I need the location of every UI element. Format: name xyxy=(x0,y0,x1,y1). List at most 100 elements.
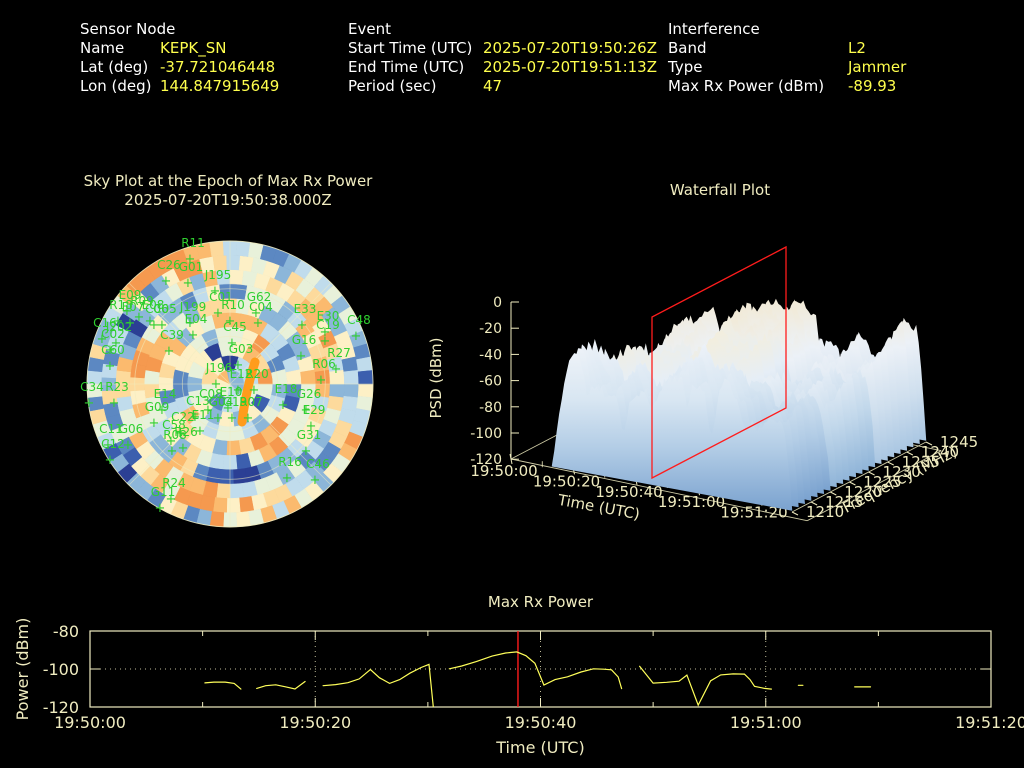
satellite-marker: E04+ xyxy=(185,312,208,343)
svg-text:-80: -80 xyxy=(53,622,79,641)
svg-text:Power (dBm): Power (dBm) xyxy=(13,618,32,721)
sky-plot: R11+C26+G01+J195+E09+R09+R18+E07+E08+C06… xyxy=(80,236,374,528)
satellite-marker: C04+ xyxy=(249,300,273,331)
svg-text:C22: C22 xyxy=(171,410,195,424)
satellite-marker: E14 + xyxy=(154,387,177,418)
svg-text:+: + xyxy=(253,316,264,331)
satellite-marker: C34 + xyxy=(80,380,104,411)
satellite-marker: R16 + xyxy=(278,455,302,486)
interference-type-label: Type xyxy=(668,58,703,76)
svg-text:+: + xyxy=(166,434,177,449)
svg-text:+: + xyxy=(125,316,136,331)
svg-text:+: + xyxy=(282,471,293,486)
svg-text:+: + xyxy=(195,424,206,439)
svg-text:G03: G03 xyxy=(229,342,254,356)
svg-text:-100: -100 xyxy=(43,660,79,679)
svg-text:+: + xyxy=(149,416,160,431)
satellite-marker: C39 + xyxy=(160,328,184,359)
power-trace xyxy=(204,651,872,707)
svg-text:+: + xyxy=(111,336,122,351)
svg-text:+: + xyxy=(122,304,133,319)
svg-text:+: + xyxy=(164,344,175,359)
satellite-marker: R10 + xyxy=(221,298,245,329)
svg-text:+: + xyxy=(123,438,134,453)
svg-text:19:51:00: 19:51:00 xyxy=(658,493,725,511)
svg-text:-120: -120 xyxy=(43,698,79,717)
svg-text:E14: E14 xyxy=(154,387,177,401)
svg-text:+: + xyxy=(211,377,222,392)
interference-title: Interference xyxy=(668,20,760,38)
svg-text:R23: R23 xyxy=(105,380,129,394)
svg-text:+: + xyxy=(190,410,201,425)
satellite-marker: R06 + xyxy=(312,357,336,388)
svg-text:+: + xyxy=(213,411,224,426)
satellite-marker: C46 + xyxy=(306,457,330,488)
sensor-lat-label: Lat (deg) xyxy=(80,58,149,76)
svg-text:1235: 1235 xyxy=(902,453,940,471)
svg-text:19:50:40: 19:50:40 xyxy=(595,483,662,501)
svg-text:E18: E18 xyxy=(275,382,298,396)
svg-text:J199: J199 xyxy=(179,300,206,314)
svg-text:+: + xyxy=(178,441,189,456)
satellite-marker: C26 + xyxy=(157,258,181,289)
satellite-marker: E08 + xyxy=(142,298,165,329)
svg-text:+: + xyxy=(301,444,312,459)
interference-type-value: Jammer xyxy=(848,58,907,76)
satellite-marker: E33 + xyxy=(294,302,317,333)
svg-text:E04: E04 xyxy=(185,312,208,326)
svg-text:+: + xyxy=(210,284,221,299)
sensor-node-panel: Sensor Node Name KEPK_SN Lat (deg) -37.721… xyxy=(80,20,279,96)
svg-text:E07: E07 xyxy=(122,300,145,314)
svg-text:+: + xyxy=(320,325,331,340)
svg-text:C11: C11 xyxy=(99,422,123,436)
svg-text:1230: 1230 xyxy=(883,463,921,481)
satellite-marker: C11 + xyxy=(99,422,123,453)
satellite-marker: J196 + xyxy=(205,361,232,392)
svg-text:+: + xyxy=(97,332,108,347)
satellite-marker: R09 + xyxy=(130,294,154,325)
svg-text:-100: -100 xyxy=(470,426,502,442)
svg-text:E29: E29 xyxy=(303,403,326,417)
svg-text:R10: R10 xyxy=(221,298,245,312)
satellite-marker: C58+ xyxy=(162,418,186,449)
satellite-marker: C08 + xyxy=(199,387,223,418)
svg-text:19:50:00: 19:50:00 xyxy=(470,462,537,480)
svg-text:E33: E33 xyxy=(294,302,317,316)
svg-text:1245: 1245 xyxy=(940,433,978,451)
svg-text:+: + xyxy=(183,276,194,291)
satellite-marker: R20 + xyxy=(245,367,269,398)
sensor-name-value: KEPK_SN xyxy=(160,39,227,57)
svg-text:-40: -40 xyxy=(479,347,502,363)
svg-text:+: + xyxy=(227,411,238,426)
svg-text:+: + xyxy=(109,396,120,411)
svg-text:+: + xyxy=(278,398,289,413)
svg-text:C01: C01 xyxy=(209,290,233,304)
svg-text:G26: G26 xyxy=(297,387,322,401)
svg-text:+: + xyxy=(316,373,327,388)
sensor-lon-label: Lon (deg) xyxy=(80,77,152,95)
svg-text:+: + xyxy=(185,316,196,331)
sensor-lat-value: -37.721046448 xyxy=(160,58,276,76)
svg-text:19:50:20: 19:50:20 xyxy=(279,713,351,732)
satellite-marker: J195 + xyxy=(204,268,231,299)
satellite-marker: C19+ xyxy=(316,318,340,349)
svg-text:+: + xyxy=(157,403,168,418)
satellite-marker: R07 + xyxy=(239,395,263,426)
waterfall-plot-title: Waterfall Plot xyxy=(669,181,771,199)
slice-plane xyxy=(651,245,787,480)
svg-text:E30: E30 xyxy=(317,309,340,323)
svg-text:+: + xyxy=(249,383,260,398)
satellite-marker: C05 + xyxy=(153,302,177,333)
satellite-marker: E09 + xyxy=(119,288,142,319)
satellite-marker: G06 + xyxy=(119,422,144,453)
satellite-marker: G04+ xyxy=(209,395,234,426)
svg-text:+: + xyxy=(301,403,312,418)
svg-text:+: + xyxy=(175,426,186,441)
svg-text:+: + xyxy=(351,329,362,344)
satellite-marker: C01 + xyxy=(209,290,233,321)
interference-band-label: Band xyxy=(668,39,707,57)
svg-text:C48: C48 xyxy=(347,313,371,327)
svg-text:C06: C06 xyxy=(145,302,169,316)
svg-text:+: + xyxy=(223,401,234,416)
svg-text:R06: R06 xyxy=(312,357,336,371)
